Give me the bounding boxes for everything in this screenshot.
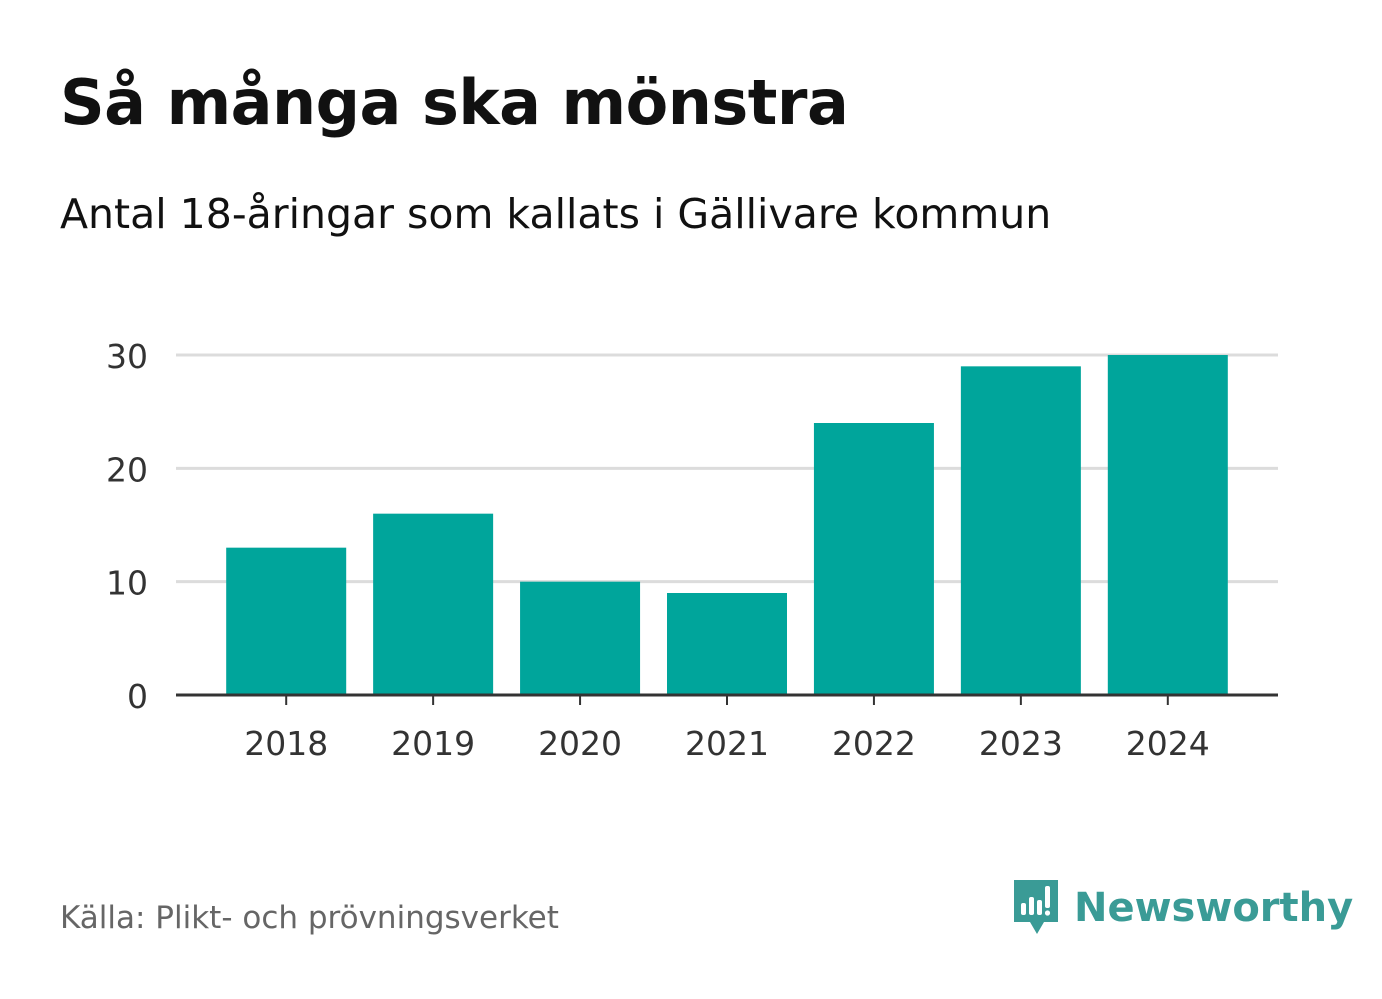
x-tick-label: 2019 bbox=[391, 724, 475, 763]
bars bbox=[226, 355, 1228, 695]
tick-labels: 0 10 20 30 2018 2019 2020 2021 2022 2023 2024 bbox=[106, 337, 1210, 763]
newsworthy-chart-icon bbox=[1012, 876, 1062, 940]
bar-2020[interactable] bbox=[520, 581, 641, 695]
brand-name: Newsworthy bbox=[1074, 885, 1354, 931]
grid-lines bbox=[176, 353, 1278, 584]
x-tick-label: 2023 bbox=[979, 724, 1063, 763]
chart-title: Så många ska mönstra bbox=[60, 66, 849, 139]
bar-2021[interactable] bbox=[667, 593, 787, 695]
y-tick-label: 0 bbox=[127, 677, 148, 716]
bar-2024[interactable] bbox=[1107, 355, 1228, 695]
x-tick-label: 2024 bbox=[1126, 724, 1210, 763]
bar-2023[interactable] bbox=[960, 366, 1081, 695]
y-tick-label: 20 bbox=[106, 450, 148, 489]
brand-logo[interactable]: Newsworthy bbox=[1012, 876, 1353, 940]
chart-subtitle: Antal 18-åringar som kallats i Gällivare… bbox=[60, 190, 1052, 238]
bar-2022[interactable] bbox=[813, 423, 934, 695]
x-tick-label: 2018 bbox=[244, 724, 328, 763]
axes bbox=[176, 693, 1278, 705]
bar-2019[interactable] bbox=[373, 513, 494, 695]
bar-2018[interactable] bbox=[226, 547, 347, 695]
source-note: Källa: Plikt- och prövningsverket bbox=[60, 900, 559, 936]
y-tick-label: 10 bbox=[106, 564, 148, 603]
x-tick-label: 2022 bbox=[832, 724, 916, 763]
x-tick-label: 2020 bbox=[538, 724, 622, 763]
x-tick-label: 2021 bbox=[685, 724, 769, 763]
y-tick-label: 30 bbox=[106, 337, 148, 376]
